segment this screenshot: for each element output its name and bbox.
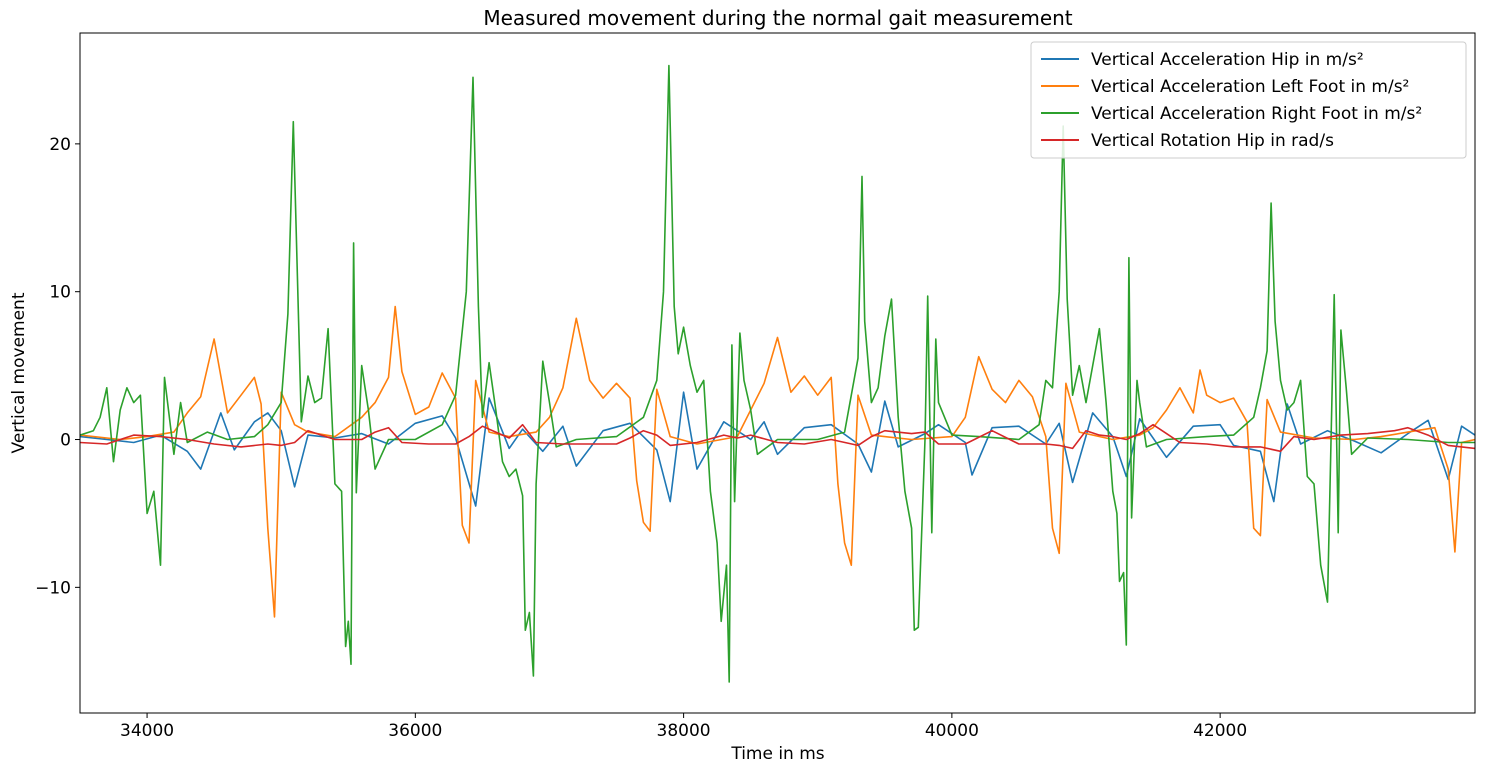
legend-label-1: Vertical Acceleration Hip in m/s² bbox=[1091, 50, 1364, 70]
y-tick-label: −10 bbox=[35, 578, 71, 598]
legend-box bbox=[1030, 41, 1467, 159]
x-axis-ticks: 34000 36000 38000 40000 42000 bbox=[120, 713, 1247, 741]
legend-label-2: Vertical Acceleration Left Foot in m/s² bbox=[1091, 77, 1409, 97]
y-tick-label: 20 bbox=[49, 135, 71, 155]
series-layer bbox=[80, 64, 1475, 683]
series-line-1 bbox=[80, 391, 1475, 507]
y-axis-ticks: −10 0 10 20 bbox=[35, 135, 80, 598]
x-tick-label: 38000 bbox=[657, 721, 711, 741]
legend-label-3: Vertical Acceleration Right Foot in m/s² bbox=[1091, 104, 1422, 124]
y-tick-label: 0 bbox=[60, 431, 71, 451]
x-tick-label: 34000 bbox=[120, 721, 174, 741]
x-tick-label: 36000 bbox=[388, 721, 442, 741]
y-tick-label: 10 bbox=[49, 283, 71, 303]
legend: Vertical Acceleration Hip in m/s² Vertica… bbox=[1030, 41, 1467, 159]
x-axis-label: Time in ms bbox=[730, 744, 824, 764]
x-tick-label: 42000 bbox=[1193, 721, 1247, 741]
x-tick-label: 40000 bbox=[925, 721, 979, 741]
series-line-3 bbox=[80, 64, 1475, 683]
chart-title: Measured movement during the normal gait… bbox=[483, 6, 1072, 30]
series-line-4 bbox=[80, 423, 1475, 453]
plot-frame bbox=[79, 32, 1476, 714]
y-axis-label: Vertical movement bbox=[9, 292, 29, 453]
legend-label-4: Vertical Rotation Hip in rad/s bbox=[1091, 131, 1334, 151]
